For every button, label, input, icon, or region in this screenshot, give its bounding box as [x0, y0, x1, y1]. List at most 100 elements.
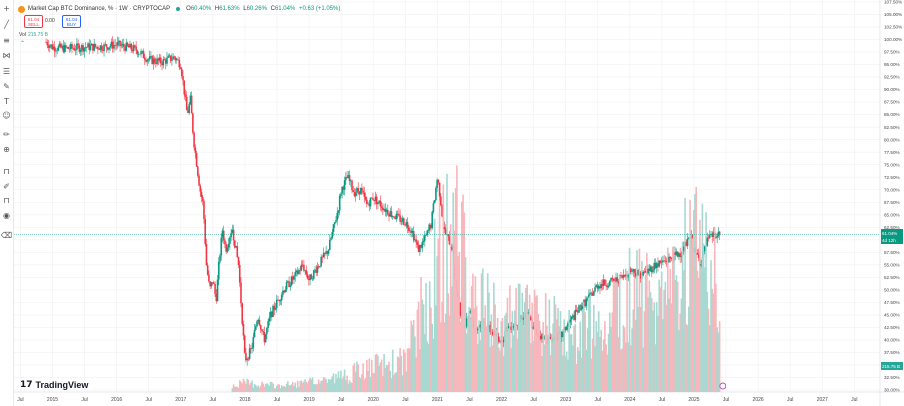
sell-button[interactable]: 61.04 SELL — [24, 15, 43, 28]
candle-body — [395, 213, 398, 220]
candle-body — [256, 321, 258, 327]
volume-bar — [401, 375, 404, 392]
candle-body — [217, 261, 220, 280]
buy-button[interactable]: 61.04 BUY — [62, 15, 81, 28]
pattern-icon[interactable]: ⋈ — [2, 50, 11, 60]
volume-bar — [484, 305, 487, 392]
candle-body — [305, 270, 308, 275]
candle-body — [650, 266, 653, 273]
volume-bar — [441, 301, 443, 392]
volume-bar — [548, 299, 551, 392]
magnet-icon[interactable]: ⊓ — [3, 166, 10, 176]
volume-bar — [236, 386, 239, 392]
trash-icon[interactable]: ⌫ — [0, 230, 13, 240]
projection-icon[interactable]: ☰ — [2, 66, 11, 76]
ruler-icon[interactable]: ✏ — [3, 129, 10, 139]
volume-bar — [452, 192, 454, 392]
candle-body — [423, 235, 426, 241]
y-tick-label: 55.00% — [884, 262, 900, 267]
volume-bar — [284, 387, 287, 392]
candle-body — [189, 95, 192, 105]
candle-body — [385, 209, 388, 212]
volume-bar — [630, 345, 632, 392]
text-icon[interactable]: T — [4, 96, 9, 106]
candle-body — [231, 229, 234, 234]
volume-bar — [459, 321, 462, 392]
eye-icon[interactable]: ◉ — [3, 210, 10, 220]
volume-bar — [289, 385, 292, 392]
lock-drawing-icon[interactable]: ✐ — [3, 181, 10, 191]
candle-body — [377, 202, 379, 205]
volume-bar — [231, 388, 234, 392]
candle-body — [324, 252, 326, 254]
volume-bar — [256, 386, 258, 392]
candle-body — [659, 260, 662, 263]
volume-bar — [599, 337, 601, 392]
chart-legend: Market Cap BTC Dominance, % · 1W · CRYPT… — [18, 4, 340, 14]
candle-body — [612, 278, 615, 281]
volume-bar — [428, 281, 431, 392]
candle-body — [680, 256, 683, 258]
crosshair-icon[interactable]: + — [3, 3, 10, 13]
volume-bar — [536, 295, 538, 392]
candle-body — [372, 198, 374, 200]
candle-body — [268, 317, 271, 322]
candle-body — [669, 256, 672, 258]
volume-bar — [541, 355, 543, 392]
trend-line-icon[interactable]: ╱ — [4, 19, 9, 29]
candle-body — [369, 197, 372, 207]
volume-bar — [437, 238, 440, 392]
candle-body — [89, 45, 92, 51]
volume-bar — [359, 378, 362, 392]
candle-body — [348, 175, 351, 182]
volume-bar — [475, 306, 478, 392]
collapse-legend-icon[interactable]: ⌃ — [20, 41, 26, 47]
volume-bar — [259, 385, 262, 392]
volume-bar — [435, 305, 437, 392]
candle-body — [208, 274, 210, 282]
volume-bar — [319, 383, 321, 392]
candle-body — [331, 231, 334, 239]
fib-icon[interactable]: ≡ — [3, 35, 10, 45]
volume-bar — [277, 384, 279, 392]
emoji-icon[interactable]: ☺ — [2, 110, 11, 120]
lock-icon[interactable]: ⊓ — [3, 195, 10, 205]
candle-body — [637, 269, 640, 275]
candle-body — [649, 266, 652, 271]
brush-icon[interactable]: ✎ — [3, 81, 10, 91]
volume-bar — [393, 375, 395, 392]
volume-bar — [296, 380, 299, 392]
candle-body — [72, 48, 75, 49]
volume-bar — [336, 378, 339, 392]
volume-bar — [702, 243, 705, 392]
candle-body — [257, 319, 260, 322]
volume-bar — [658, 279, 660, 392]
volume-bar — [705, 212, 707, 392]
candle-body — [193, 132, 195, 148]
tradingview-logo[interactable]: 17 TradingView — [20, 380, 89, 390]
zoom-icon[interactable]: ⊕ — [3, 144, 10, 154]
candle-body — [522, 317, 525, 320]
candle-body — [679, 253, 681, 258]
candle-body — [113, 44, 115, 49]
candle-body — [565, 326, 568, 331]
volume-bar — [290, 384, 293, 392]
candle-body — [711, 233, 714, 237]
volume-bar — [549, 355, 552, 392]
volume-bar — [261, 381, 263, 392]
volume-bar — [303, 381, 305, 392]
candle-body — [56, 50, 58, 52]
candle-body — [576, 311, 579, 313]
x-tick-label: 2024 — [624, 397, 635, 403]
candle-body — [716, 235, 718, 238]
candle-body — [683, 246, 685, 252]
candle-body — [179, 67, 182, 69]
candle-body — [431, 211, 433, 229]
volume-bar — [486, 273, 489, 392]
symbol-title[interactable]: Market Cap BTC Dominance, % · 1W · CRYPT… — [28, 6, 171, 12]
candle-body — [310, 274, 313, 280]
volume-bar — [555, 319, 558, 392]
volume-bar — [461, 201, 463, 392]
volume-bar — [414, 336, 416, 392]
